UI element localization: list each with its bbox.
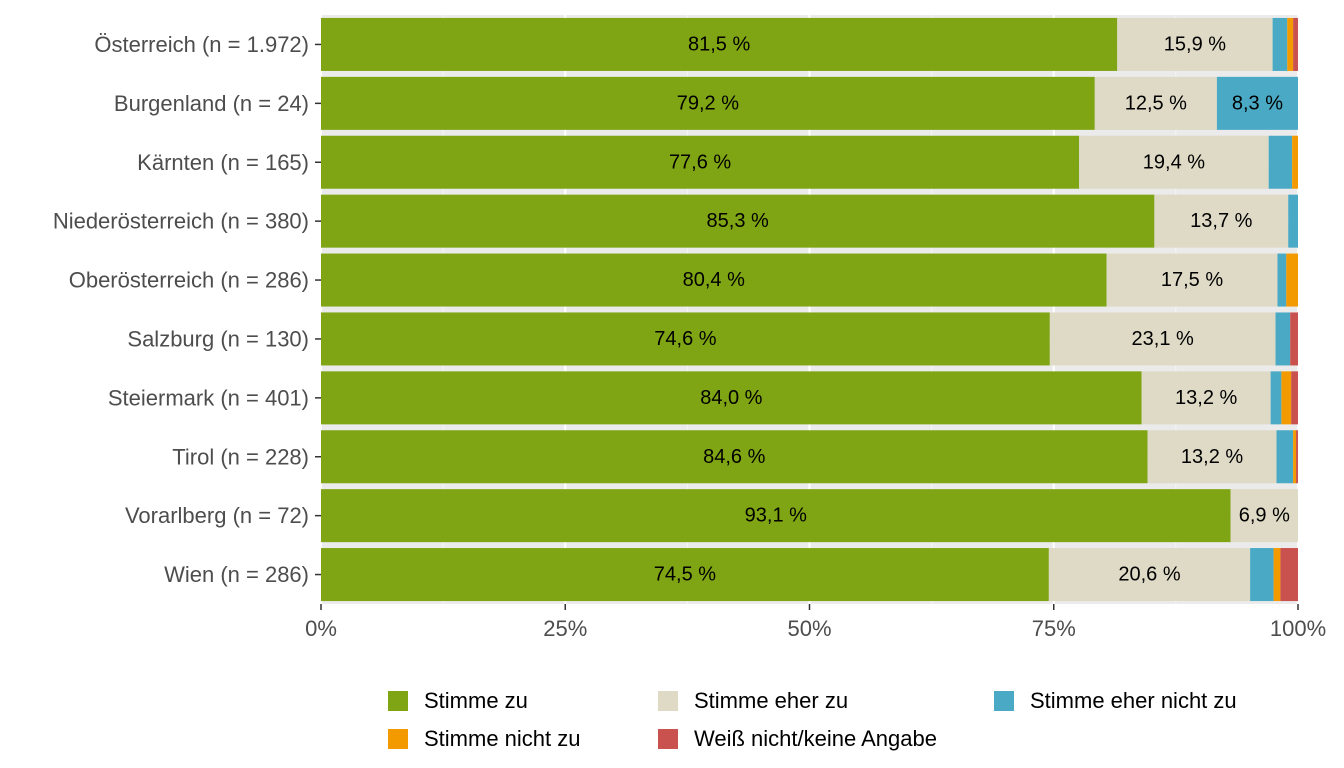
legend-label: Stimme eher nicht zu xyxy=(1030,688,1237,713)
data-label: 6,9 % xyxy=(1239,505,1290,527)
bar-segment xyxy=(1079,135,1269,189)
legend-item: Stimme eher zu xyxy=(658,688,848,714)
data-label: 20,6 % xyxy=(1118,564,1180,586)
y-tick-label: Tirol (n = 228) xyxy=(172,444,309,469)
legend-swatch xyxy=(388,729,408,749)
legend-item: Stimme nicht zu xyxy=(388,726,581,752)
y-tick-label: Niederösterreich (n = 380) xyxy=(53,209,309,234)
bar-segment xyxy=(1117,17,1273,71)
data-label: 13,2 % xyxy=(1181,446,1243,468)
y-tick-label: Steiermark (n = 401) xyxy=(108,385,309,410)
bar-segment xyxy=(1270,371,1282,425)
bar-segment xyxy=(1048,548,1251,602)
data-label: 77,6 % xyxy=(669,151,731,173)
y-tick-label: Burgenland (n = 24) xyxy=(114,91,309,116)
bar-segment xyxy=(1230,489,1298,543)
bar-segment xyxy=(1281,371,1292,425)
legend: Stimme zu Stimme eher zu Stimme eher nicht… xyxy=(388,688,1288,764)
stacked-bar-chart: 81,5 % 15,9 % 79,2 % 12,5 % 8,3 % 77,6 % 19,4 … xyxy=(53,15,1326,641)
bar-segment xyxy=(1106,253,1278,307)
data-label: 81,5 % xyxy=(688,33,750,55)
bar-segment xyxy=(1275,312,1291,366)
bar-segment xyxy=(321,253,1107,307)
legend-label: Stimme zu xyxy=(424,688,528,713)
bar-segment xyxy=(321,135,1080,189)
data-label: 13,2 % xyxy=(1175,387,1237,409)
legend-item: Stimme zu xyxy=(388,688,528,714)
bar-segment xyxy=(1280,548,1298,602)
bar-segment xyxy=(1049,312,1276,366)
data-label: 74,5 % xyxy=(654,564,716,586)
legend-label: Stimme eher zu xyxy=(694,688,849,713)
x-axis: 0% 25% 50% 75% 100% xyxy=(305,604,1326,641)
legend-swatch xyxy=(658,729,678,749)
bar-segment xyxy=(1268,135,1293,189)
bar-segment xyxy=(1291,371,1298,425)
data-label: 93,1 % xyxy=(745,505,807,527)
data-label: 84,6 % xyxy=(703,446,765,468)
bar-segment xyxy=(1141,371,1271,425)
bar-segment xyxy=(321,489,1231,543)
x-tick-label: 25% xyxy=(543,616,587,641)
bar-segment xyxy=(321,430,1148,484)
bar-segment xyxy=(1216,76,1298,130)
data-label: 13,7 % xyxy=(1190,210,1252,232)
data-label: 8,3 % xyxy=(1232,92,1283,114)
data-label: 74,6 % xyxy=(654,328,716,350)
x-tick-label: 0% xyxy=(305,616,337,641)
bar-segment xyxy=(1273,548,1281,602)
bar-segment xyxy=(1147,430,1277,484)
y-tick-label: Österreich (n = 1.972) xyxy=(94,32,309,57)
bar-segment xyxy=(1250,548,1274,602)
bar-segment xyxy=(1154,194,1289,248)
data-label: 23,1 % xyxy=(1132,328,1194,350)
bar-segment xyxy=(321,312,1050,366)
x-tick-label: 50% xyxy=(787,616,831,641)
legend-swatch xyxy=(658,691,678,711)
bar-segment xyxy=(1286,253,1298,307)
bar-segment xyxy=(1276,430,1294,484)
legend-item: Weiß nicht/keine Angabe xyxy=(658,726,937,752)
x-tick-label: 75% xyxy=(1032,616,1076,641)
bar-segment xyxy=(1292,135,1298,189)
data-label: 79,2 % xyxy=(677,92,739,114)
data-label: 19,4 % xyxy=(1143,151,1205,173)
data-label: 17,5 % xyxy=(1161,269,1223,291)
bar-segment xyxy=(1293,17,1298,71)
bar-segment xyxy=(321,548,1049,602)
y-axis: Österreich (n = 1.972) Burgenland (n = 24… xyxy=(53,32,321,587)
legend-item: Stimme eher nicht zu xyxy=(994,688,1237,714)
data-label: 80,4 % xyxy=(683,269,745,291)
data-label: 84,0 % xyxy=(700,387,762,409)
bar-segment xyxy=(1290,312,1298,366)
bars xyxy=(321,17,1298,602)
data-label: 85,3 % xyxy=(707,210,769,232)
segment-labels: 81,5 % 15,9 % 79,2 % 12,5 % 8,3 % 77,6 % 19,4 … xyxy=(654,33,1290,585)
bar-segment xyxy=(1277,253,1287,307)
legend-swatch xyxy=(388,691,408,711)
x-tick-label: 100% xyxy=(1270,616,1326,641)
bar-segment xyxy=(1272,17,1288,71)
bar-segment xyxy=(1094,76,1217,130)
bar-segment xyxy=(321,17,1118,71)
bar-segment xyxy=(321,194,1155,248)
bar-segment xyxy=(1287,17,1294,71)
bar-segment xyxy=(1296,430,1298,484)
bar-segment xyxy=(1288,194,1298,248)
bar-segment xyxy=(321,76,1095,130)
y-tick-label: Salzburg (n = 130) xyxy=(127,326,309,351)
y-tick-label: Kärnten (n = 165) xyxy=(137,150,309,175)
legend-swatch xyxy=(994,691,1014,711)
y-tick-label: Vorarlberg (n = 72) xyxy=(125,503,309,528)
bar-segment xyxy=(1293,430,1297,484)
data-label: 12,5 % xyxy=(1125,92,1187,114)
y-tick-label: Wien (n = 286) xyxy=(164,562,309,587)
legend-label: Weiß nicht/keine Angabe xyxy=(694,726,937,751)
y-tick-label: Oberösterreich (n = 286) xyxy=(69,268,309,293)
legend-label: Stimme nicht zu xyxy=(424,726,581,751)
bar-segment xyxy=(321,371,1142,425)
data-label: 15,9 % xyxy=(1164,33,1226,55)
